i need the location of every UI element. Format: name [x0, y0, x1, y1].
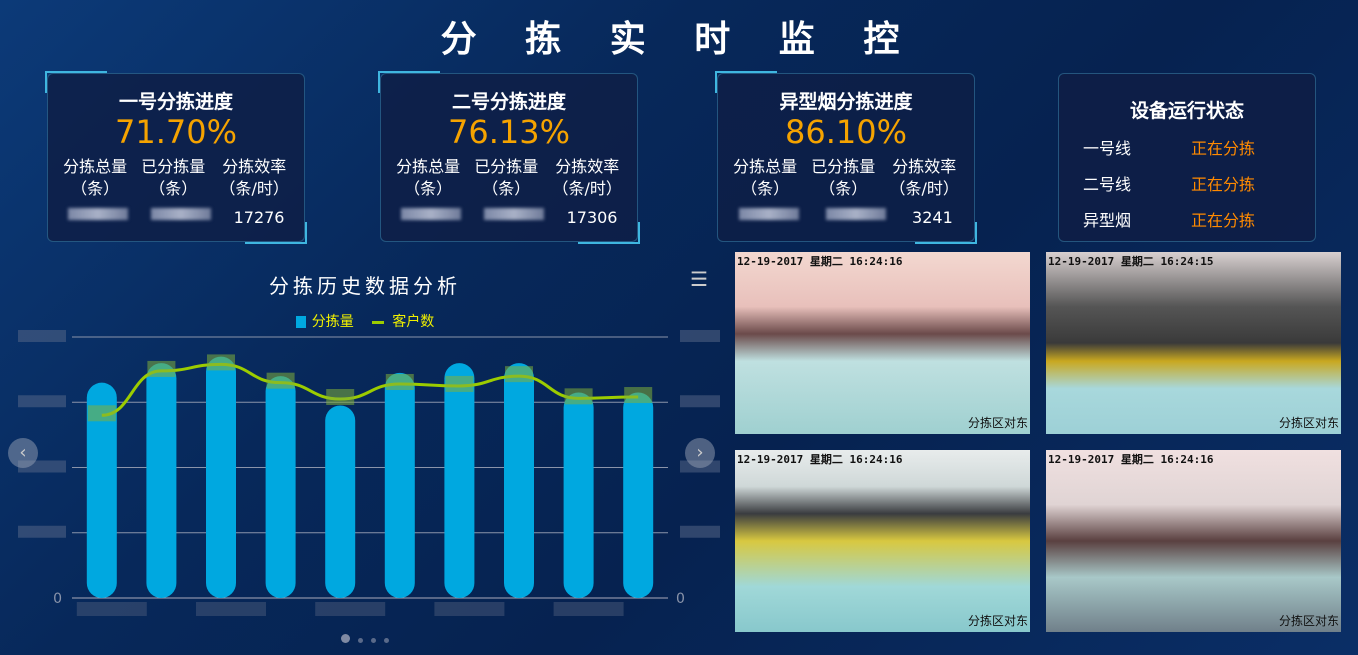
line1-progress-card: 一号分拣进度 71.70% 分拣总量 （条） 已分拣量 （条） 分拣效率 （条/时） 17… [45, 71, 307, 244]
point-label-blurred [326, 388, 355, 405]
line2-progress-card: 二号分拣进度 76.13% 分拣总量 （条） 已分拣量 （条） 分拣效率 （条/时） 17… [378, 71, 640, 244]
y-left-tick-blurred [18, 525, 66, 538]
legend-bar[interactable]: 分拣量 [295, 314, 354, 330]
bar [146, 363, 177, 598]
point-label-blurred [147, 360, 176, 377]
line-series [101, 362, 639, 417]
card-title: 二号分拣进度 [451, 91, 566, 113]
col-done: 已分拣量 （条） [474, 157, 539, 198]
card-title: 异型烟分拣进度 [779, 91, 913, 113]
col-eff: 分拣效率 （条/时） [219, 157, 289, 198]
total-value-blurred [400, 208, 461, 220]
progress-percent: 86.10% [784, 113, 907, 151]
col-eff: 分拣效率 （条/时） [889, 157, 959, 198]
point-label-blurred [505, 366, 533, 383]
progress-percent: 76.13% [447, 113, 570, 151]
y-right-tick-blurred [680, 395, 720, 408]
bar [265, 376, 296, 598]
chart-legend: 分拣量 客户数 [0, 311, 730, 331]
col-done: 已分拣量 （条） [141, 157, 206, 198]
y-right-zero: 0 [676, 591, 685, 607]
y-left-zero: 0 [53, 591, 62, 607]
page-title: 分 拣 实 时 监 控 [440, 19, 918, 60]
progress-percent: 71.70% [114, 113, 237, 151]
status-row: 二号线 正在分拣 [1083, 175, 1256, 194]
camera-feed-1[interactable]: 12-19-2017 星期二 16:24:16 分拣区对东 [735, 252, 1030, 434]
y-left-tick-blurred [18, 395, 66, 408]
x-tick-blurred [76, 602, 147, 616]
y-left-tick-blurred [18, 330, 66, 342]
status-row: 异型烟 正在分拣 [1083, 211, 1256, 230]
camera-feed-3[interactable]: 12-19-2017 星期二 16:24:16 分拣区对东 [735, 450, 1030, 632]
bar [563, 392, 594, 598]
total-value-blurred [739, 208, 800, 220]
col-done: 已分拣量 （条） [811, 157, 876, 198]
device-status-card: 设备运行状态 一号线 正在分拣 二号线 正在分拣 异型烟 正在分拣 [1058, 73, 1316, 242]
bar [384, 372, 415, 598]
x-tick-blurred [434, 602, 505, 616]
x-tick-blurred [196, 602, 266, 616]
y-right-tick-blurred [680, 330, 720, 342]
col-total: 分拣总量 （条） [733, 157, 798, 198]
bar [623, 392, 654, 598]
y-right-tick-blurred [680, 525, 720, 538]
point-label-blurred [564, 388, 593, 405]
bar [504, 363, 534, 598]
bar [86, 382, 117, 598]
efficiency-value: 17306 [566, 208, 618, 227]
point-label-blurred [385, 373, 414, 390]
special-progress-card: 异型烟分拣进度 86.10% 分拣总量 （条） 已分拣量 （条） 分拣效率 （条/时） 3… [715, 71, 977, 244]
efficiency-value: 17276 [233, 208, 285, 227]
camera-feed-4[interactable]: 12-19-2017 星期二 16:24:16 分拣区对东 [1046, 450, 1341, 632]
next-arrow-icon[interactable]: › [685, 438, 715, 468]
camera-feed-2[interactable]: 12-19-2017 星期二 16:24:15 分拣区对东 [1046, 252, 1341, 434]
status-row: 一号线 正在分拣 [1083, 139, 1256, 158]
col-total: 分拣总量 （条） [396, 157, 461, 198]
bar [325, 405, 356, 598]
prev-arrow-icon[interactable]: ‹ [8, 438, 38, 468]
done-value-blurred [150, 208, 211, 220]
point-label-blurred [87, 405, 116, 422]
carousel-dots[interactable] [0, 628, 730, 647]
x-tick-blurred [553, 602, 624, 616]
total-value-blurred [67, 208, 128, 220]
bar [206, 356, 236, 598]
point-label-blurred [207, 354, 235, 371]
done-value-blurred [825, 208, 886, 220]
status-title: 设备运行状态 [1129, 100, 1244, 122]
point-label-blurred [624, 387, 653, 404]
hamburger-icon[interactable]: ☰ [690, 267, 708, 291]
card-title: 一号分拣进度 [118, 91, 233, 113]
bar [444, 363, 475, 598]
col-eff: 分拣效率 （条/时） [552, 157, 622, 198]
chart-title: 分拣历史数据分析 [269, 274, 461, 298]
point-label-blurred [445, 375, 474, 392]
legend-line[interactable]: 客户数 [358, 314, 434, 330]
x-tick-blurred [315, 602, 386, 616]
point-label-blurred [266, 372, 295, 389]
efficiency-value: 3241 [912, 208, 953, 227]
done-value-blurred [483, 208, 544, 220]
col-total: 分拣总量 （条） [63, 157, 128, 198]
